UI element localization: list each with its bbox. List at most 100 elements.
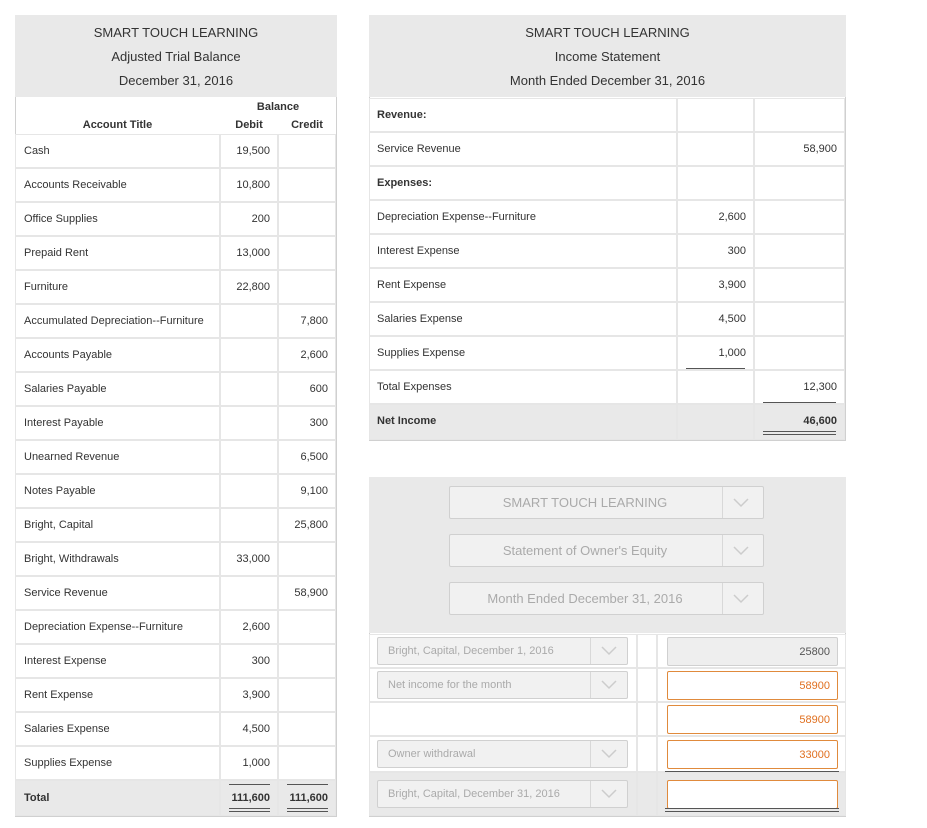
chevron <box>600 680 617 690</box>
dropdown-text: Month Ended December 31, 2016 <box>487 591 683 606</box>
row-label: Expenses: <box>377 177 433 189</box>
cell <box>15 236 220 270</box>
cell <box>278 406 336 440</box>
amount: 3,900 <box>718 279 746 291</box>
header-line: SMART TOUCH LEARNING <box>93 24 259 40</box>
debit: 22,800 <box>236 281 270 293</box>
dropdown[interactable] <box>449 486 764 519</box>
cell <box>677 200 754 234</box>
cell <box>278 202 336 236</box>
cell <box>677 132 754 166</box>
cell <box>278 780 336 816</box>
cell <box>15 202 220 236</box>
cell <box>220 270 278 304</box>
account: Bright, Capital <box>24 519 94 531</box>
row-label: Interest Expense <box>377 245 460 257</box>
input[interactable] <box>667 637 838 666</box>
dropdown-arrow <box>590 781 626 807</box>
account: Accumulated Depreciation--Furniture <box>24 315 204 327</box>
cell <box>677 166 754 200</box>
amount: 4,500 <box>718 313 746 325</box>
dropdown[interactable] <box>449 582 764 615</box>
debit: 13,000 <box>236 247 270 259</box>
cell <box>369 702 637 736</box>
row-label: Depreciation Expense--Furniture <box>377 211 536 223</box>
dropdown-arrow <box>590 741 626 767</box>
cell <box>15 542 220 576</box>
cell <box>15 508 220 542</box>
cell <box>15 678 220 712</box>
cell <box>369 404 677 440</box>
double-rule <box>763 431 836 435</box>
cell <box>677 268 754 302</box>
balance-label: Balance <box>256 101 300 113</box>
input[interactable] <box>667 780 838 809</box>
dropdown[interactable] <box>377 780 628 808</box>
debit: 2,600 <box>242 621 270 633</box>
cell <box>677 404 754 440</box>
input[interactable] <box>667 671 838 700</box>
rule <box>763 402 836 403</box>
debit: 33,000 <box>236 553 270 565</box>
cell <box>637 668 657 702</box>
header-bg <box>15 15 337 97</box>
net-income: 46,600 <box>803 415 837 427</box>
cell <box>657 634 846 668</box>
cell <box>657 668 846 702</box>
account: Unearned Revenue <box>24 451 120 463</box>
cell <box>278 576 336 610</box>
cell <box>677 98 754 132</box>
cell <box>220 576 278 610</box>
dropdown-text: Statement of Owner's Equity <box>502 543 668 558</box>
cell <box>220 134 278 168</box>
double-rule <box>665 808 839 812</box>
input[interactable] <box>667 705 838 734</box>
cell <box>369 166 677 200</box>
cell <box>220 610 278 644</box>
dropdown[interactable] <box>377 637 628 665</box>
cell <box>369 200 677 234</box>
cell <box>278 168 336 202</box>
cell <box>637 736 657 772</box>
account: Office Supplies <box>24 213 98 225</box>
cell <box>278 746 336 780</box>
cell <box>15 372 220 406</box>
cell <box>369 132 677 166</box>
cell <box>15 712 220 746</box>
row-label: Rent Expense <box>377 279 447 291</box>
rule <box>287 784 328 785</box>
cell <box>677 336 754 370</box>
dropdown-arrow <box>722 535 758 566</box>
cell <box>220 644 278 678</box>
cell <box>15 134 220 168</box>
column-header: Credit <box>291 119 323 131</box>
dropdown[interactable] <box>377 740 628 768</box>
cell <box>220 440 278 474</box>
account: Bright, Withdrawals <box>24 553 119 565</box>
input[interactable] <box>667 740 838 769</box>
credit: 600 <box>309 383 328 395</box>
cell <box>220 780 278 816</box>
dropdown[interactable] <box>377 671 628 699</box>
cell <box>278 304 336 338</box>
cell <box>369 98 677 132</box>
dropdown[interactable] <box>449 534 764 567</box>
row-label: Salaries Expense <box>377 313 463 325</box>
cell <box>220 712 278 746</box>
credit: 58,900 <box>294 587 328 599</box>
credit: 25,800 <box>294 519 328 531</box>
cell <box>677 234 754 268</box>
cell <box>220 474 278 508</box>
credit: 9,100 <box>300 485 328 497</box>
credit: 300 <box>309 417 328 429</box>
dropdown-arrow <box>590 672 626 698</box>
cell <box>15 406 220 440</box>
row-label: Total Expenses <box>377 381 452 393</box>
cell <box>754 200 845 234</box>
column-header: Account Title <box>82 119 153 131</box>
cell <box>220 372 278 406</box>
cell <box>754 302 845 336</box>
cell <box>220 678 278 712</box>
debit: 200 <box>251 213 270 225</box>
